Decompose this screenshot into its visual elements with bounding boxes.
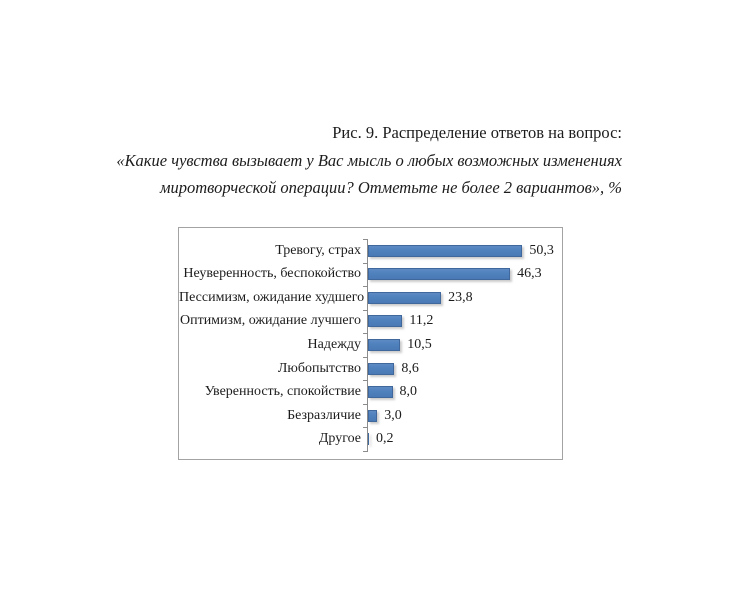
bar-row: Безразличие 3,0: [179, 404, 562, 428]
axis-tick: [363, 356, 368, 358]
bar: [368, 433, 369, 446]
value-label: 3,0: [384, 407, 402, 423]
value-label: 23,8: [448, 289, 473, 305]
bar-row: Неуверенность, беспокойство 46,3: [179, 263, 562, 287]
category-label: Уверенность, спокойствие: [204, 384, 361, 400]
bar: [368, 268, 511, 281]
axis-tick: [363, 309, 368, 311]
category-label: Пессимизм, ожидание худшего: [179, 289, 365, 305]
bar: [368, 291, 442, 304]
caption-line-2: «Какие чувства вызывает у Вас мысль о лю…: [116, 150, 622, 170]
bar: [368, 244, 523, 257]
axis-tick: [363, 427, 368, 429]
value-label: 50,3: [529, 242, 554, 258]
axis-tick: [363, 451, 368, 452]
category-label: Оптимизм, ожидание лучшего: [179, 313, 361, 329]
category-label: Надежду: [307, 336, 361, 352]
category-label: Безразличие: [287, 407, 361, 423]
axis-tick: [363, 403, 368, 405]
category-label: Неуверенность, беспокойство: [183, 266, 361, 282]
category-label: Другое: [318, 431, 361, 447]
bar-row: Любопытство 8,6: [179, 357, 562, 381]
bar-row: Уверенность, спокойствие 8,0: [179, 380, 562, 404]
category-label: Любопытство: [277, 360, 361, 376]
figure-caption: Рис. 9. Распределение ответов на вопрос:…: [60, 119, 622, 202]
bar-row: Оптимизм, ожидание лучшего 11,2: [179, 310, 562, 334]
axis-tick: [363, 286, 368, 288]
value-label: 10,5: [407, 336, 432, 352]
bar: [368, 338, 401, 351]
category-label: Тревогу, страх: [275, 242, 361, 258]
bar-row: Надежду 10,5: [179, 333, 562, 357]
value-label: 0,2: [376, 431, 394, 447]
axis-tick: [363, 333, 368, 335]
bar-row: Тревогу, страх 50,3: [179, 239, 562, 263]
caption-line-3: миротворческой операции? Отметьте не бол…: [159, 178, 622, 197]
bar: [368, 315, 403, 328]
bar-chart: Тревогу, страх 50,3 Неуверенность, беспоко…: [178, 227, 563, 460]
bar-row: Пессимизм, ожидание худшего 23,8: [179, 286, 562, 310]
bar: [368, 362, 395, 375]
axis-tick: [363, 262, 368, 264]
value-label: 11,2: [409, 313, 434, 329]
category-axis: [367, 239, 368, 451]
axis-tick: [363, 239, 368, 240]
axis-tick: [363, 380, 368, 382]
bar: [368, 386, 393, 399]
bar: [368, 409, 378, 422]
caption-line-1: Рис. 9. Распределение ответов на вопрос:: [332, 123, 622, 142]
value-label: 46,3: [517, 266, 542, 282]
value-label: 8,6: [401, 360, 419, 376]
bar-row: Другое 0,2: [179, 427, 562, 451]
value-label: 8,0: [399, 384, 418, 400]
